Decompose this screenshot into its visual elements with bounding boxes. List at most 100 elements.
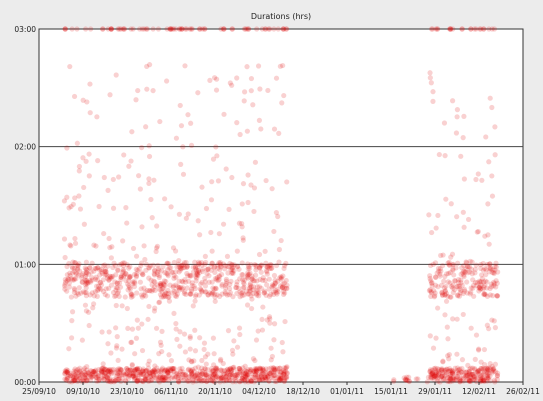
data-point bbox=[197, 26, 203, 32]
data-point bbox=[227, 372, 233, 378]
data-point bbox=[128, 339, 134, 346]
data-point bbox=[179, 26, 185, 32]
data-point bbox=[83, 269, 89, 276]
data-point bbox=[467, 291, 473, 297]
data-point bbox=[245, 26, 252, 32]
data-point bbox=[113, 293, 119, 299]
data-point bbox=[442, 367, 448, 373]
data-point bbox=[413, 376, 419, 382]
data-point bbox=[267, 316, 273, 322]
data-point bbox=[475, 228, 481, 235]
data-point bbox=[450, 98, 456, 104]
data-point bbox=[174, 291, 180, 297]
data-point bbox=[257, 86, 263, 92]
data-point bbox=[148, 196, 154, 203]
data-point bbox=[447, 368, 453, 374]
data-point bbox=[89, 368, 95, 374]
data-point bbox=[258, 285, 264, 291]
data-point bbox=[478, 376, 484, 382]
data-point bbox=[210, 374, 216, 380]
data-point bbox=[433, 274, 439, 281]
data-point bbox=[437, 271, 443, 277]
data-point bbox=[278, 375, 284, 381]
data-point bbox=[168, 26, 174, 32]
data-point bbox=[180, 371, 186, 377]
data-point bbox=[72, 259, 78, 266]
data-point bbox=[117, 262, 123, 268]
data-point bbox=[199, 266, 206, 272]
data-point bbox=[110, 264, 116, 271]
data-point bbox=[494, 292, 500, 299]
data-point bbox=[190, 264, 196, 270]
data-point bbox=[194, 272, 201, 278]
data-point bbox=[459, 365, 465, 372]
data-point bbox=[436, 370, 442, 376]
data-point bbox=[154, 365, 160, 371]
data-point bbox=[231, 366, 237, 372]
data-point bbox=[73, 293, 79, 299]
data-point bbox=[486, 159, 492, 165]
data-point bbox=[76, 285, 82, 291]
data-point bbox=[78, 370, 84, 376]
data-point bbox=[453, 377, 459, 383]
data-point bbox=[81, 374, 88, 380]
data-point bbox=[262, 369, 269, 375]
data-point bbox=[440, 376, 447, 382]
data-point bbox=[260, 367, 266, 373]
data-point bbox=[268, 369, 275, 376]
data-point bbox=[214, 153, 220, 159]
data-point bbox=[62, 279, 69, 285]
data-point bbox=[237, 131, 243, 138]
data-point bbox=[449, 251, 456, 257]
data-point bbox=[481, 284, 487, 290]
data-point bbox=[439, 373, 445, 379]
data-point bbox=[428, 371, 435, 377]
data-point bbox=[70, 201, 76, 207]
data-point bbox=[248, 368, 254, 374]
data-point bbox=[189, 371, 195, 377]
data-point bbox=[461, 273, 467, 280]
data-point bbox=[132, 351, 138, 357]
data-point bbox=[450, 316, 456, 322]
data-point bbox=[147, 371, 153, 377]
data-point bbox=[81, 221, 87, 227]
data-point bbox=[213, 76, 220, 82]
data-point bbox=[162, 367, 168, 374]
data-point bbox=[433, 369, 439, 375]
data-point bbox=[83, 375, 89, 381]
data-point bbox=[448, 254, 454, 260]
data-point bbox=[404, 377, 410, 383]
data-point bbox=[118, 366, 124, 373]
data-point bbox=[84, 270, 90, 276]
data-point bbox=[487, 264, 493, 271]
data-point bbox=[150, 372, 156, 378]
data-point bbox=[216, 231, 222, 237]
x-tick-label: 25/09/10 bbox=[22, 387, 56, 396]
data-point bbox=[215, 278, 221, 284]
data-point bbox=[259, 376, 265, 382]
data-point bbox=[491, 26, 498, 32]
data-point bbox=[65, 369, 71, 376]
data-point bbox=[276, 376, 282, 382]
data-point bbox=[466, 372, 472, 378]
data-point bbox=[430, 345, 437, 351]
data-point bbox=[64, 272, 70, 278]
data-point bbox=[84, 363, 90, 370]
data-point bbox=[68, 243, 74, 249]
data-point bbox=[236, 365, 242, 372]
data-point bbox=[441, 120, 448, 126]
data-point bbox=[210, 376, 216, 382]
data-point bbox=[233, 374, 239, 381]
data-point bbox=[64, 377, 70, 384]
data-point bbox=[143, 124, 149, 130]
data-point bbox=[177, 102, 183, 109]
data-point bbox=[118, 274, 124, 280]
data-point bbox=[113, 345, 120, 351]
data-point bbox=[263, 260, 269, 266]
data-point bbox=[436, 151, 442, 158]
data-point bbox=[430, 89, 436, 95]
data-point bbox=[487, 266, 493, 272]
data-point bbox=[202, 372, 208, 378]
data-point bbox=[96, 285, 103, 291]
data-point bbox=[154, 271, 161, 277]
